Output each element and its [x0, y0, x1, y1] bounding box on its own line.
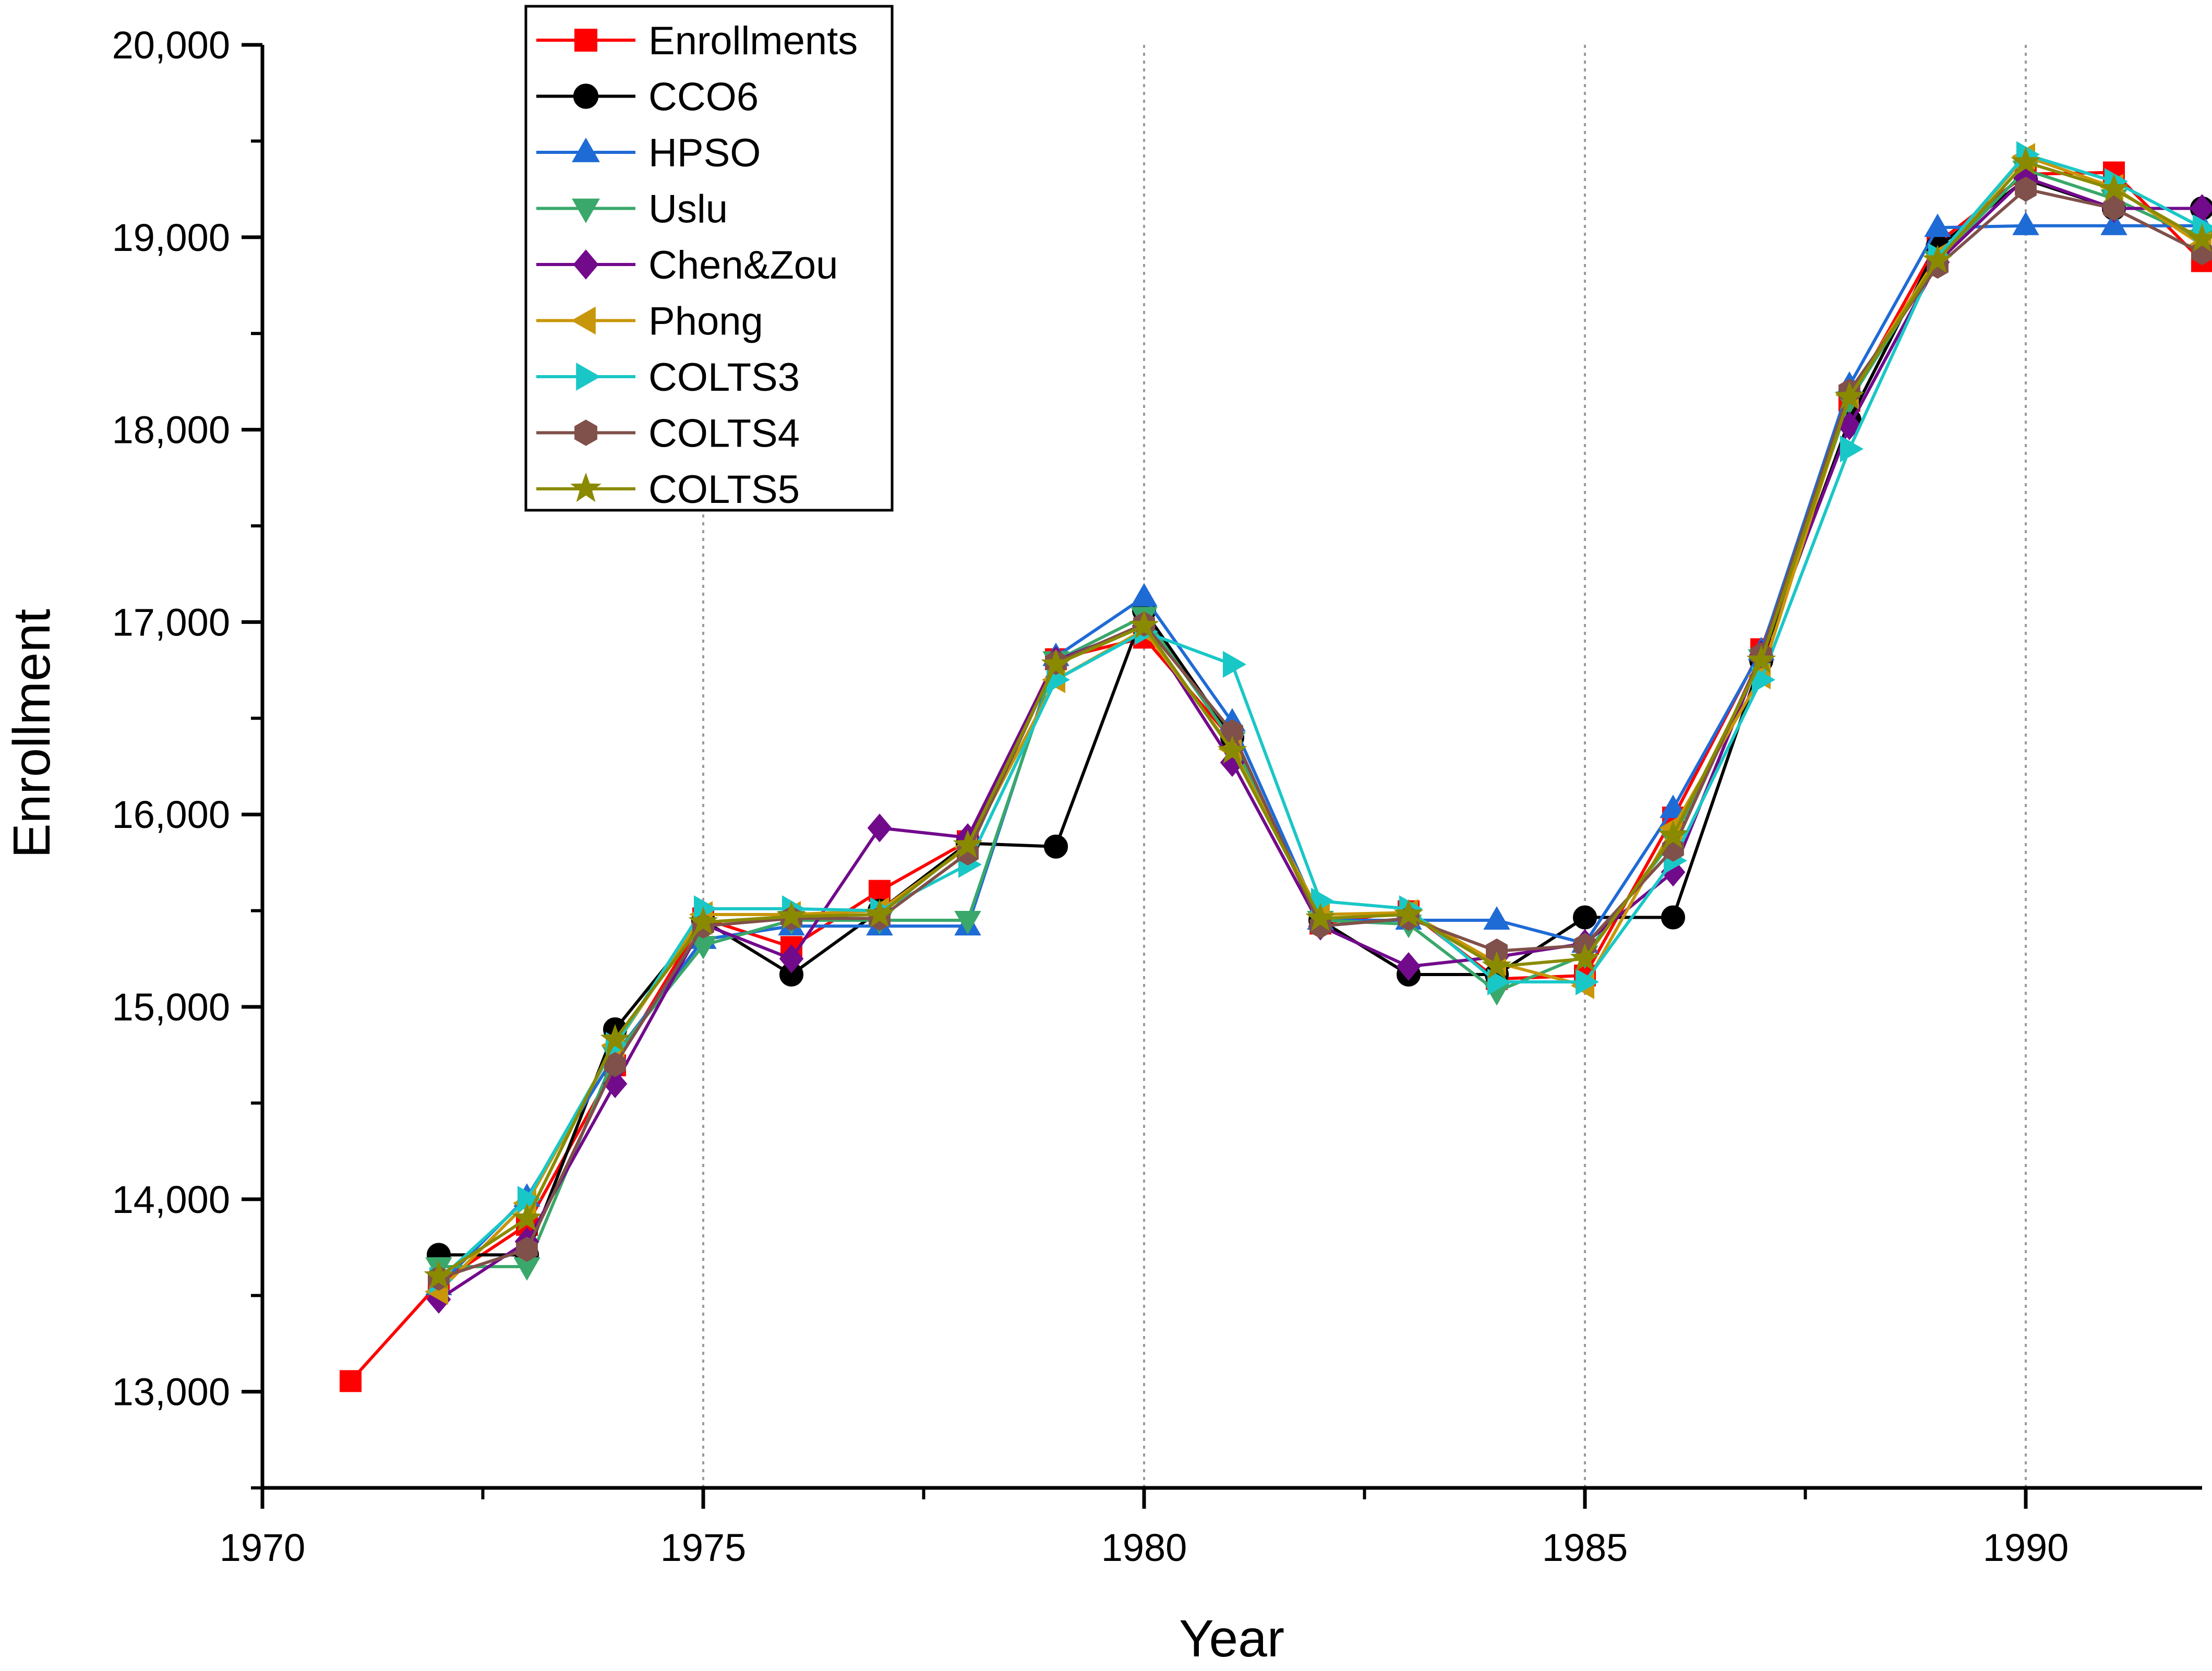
- legend-entry-uslu: Uslu: [536, 187, 728, 232]
- legend-marker: [572, 137, 600, 162]
- legend-entry-enrollments: Enrollments: [536, 19, 858, 63]
- x-tick-label: 1980: [1101, 1526, 1187, 1569]
- legend-marker: [574, 419, 597, 446]
- legend-label: CCO6: [648, 75, 759, 119]
- data-point-hpso: [2100, 211, 2127, 235]
- data-point-chen-zou: [867, 813, 892, 843]
- data-point-chen-zou: [779, 944, 804, 973]
- data-point-colts5: [1922, 245, 1953, 273]
- legend-entry-colts5: COLTS5: [536, 467, 800, 512]
- data-point-cco6: [1661, 905, 1685, 930]
- data-point-colts5: [1834, 381, 1865, 410]
- axes: 13,000 14,000 15,000 16,000 17,000 18,000 19,0…: [112, 23, 2202, 1569]
- data-point-colts4: [2103, 196, 2125, 221]
- data-point-uslu: [954, 911, 981, 935]
- legend-label: COLTS5: [648, 467, 800, 512]
- y-tick-label: 17,000: [112, 600, 230, 644]
- x-tick-label: 1975: [660, 1526, 747, 1569]
- legend-entry-chen-zou: Chen&Zou: [536, 243, 838, 287]
- legend-entry-hpso: HPSO: [536, 131, 761, 175]
- y-tick-label: 19,000: [112, 216, 230, 259]
- data-point-colts3: [1223, 651, 1247, 678]
- data-point-cco6: [1044, 834, 1068, 859]
- series-colts5: [424, 147, 2212, 1289]
- legend-marker: [573, 83, 599, 109]
- legend-label: COLTS3: [648, 355, 800, 400]
- data-point-chen-zou: [1396, 952, 1421, 981]
- legend-marker: [574, 29, 597, 52]
- data-point-colts5: [1482, 951, 1512, 979]
- legend-marker: [572, 198, 600, 223]
- y-tick-label: 18,000: [112, 408, 230, 452]
- data-point-hpso: [1924, 213, 1951, 237]
- data-point-colts3: [1487, 968, 1511, 995]
- legend-marker: [573, 249, 599, 280]
- legend: Enrollments CCO6 HPSO Uslu Chen&Zou Phong COLT…: [524, 5, 894, 512]
- data-point-colts5: [688, 906, 718, 935]
- legend-marker: [576, 363, 601, 391]
- y-tick-label: 15,000: [112, 985, 230, 1029]
- legend-label: COLTS4: [648, 412, 800, 456]
- data-point-colts5: [1570, 943, 1600, 971]
- y-tick-label: 20,000: [112, 23, 230, 67]
- data-point-hpso: [1483, 906, 1510, 930]
- x-tick-label: 1970: [220, 1526, 306, 1569]
- data-point-colts3: [1840, 435, 1864, 463]
- plot-series: [340, 141, 2212, 1392]
- y-tick-label: 14,000: [112, 1178, 230, 1221]
- y-tick-label: 13,000: [112, 1371, 230, 1414]
- legend-label: HPSO: [648, 131, 761, 175]
- data-point-colts5: [2011, 147, 2041, 175]
- data-point-colts5: [1129, 610, 1159, 639]
- data-point-colts5: [512, 1203, 542, 1231]
- data-point-colts5: [2187, 223, 2212, 252]
- data-point-hpso: [1660, 795, 1687, 819]
- data-point-colts4: [516, 1236, 538, 1262]
- data-point-colts5: [776, 900, 807, 929]
- data-point-enrollments: [340, 1370, 362, 1392]
- legend-entry-cco6: CCO6: [536, 75, 759, 119]
- y-tick-label: 16,000: [112, 793, 230, 836]
- x-tick-label: 1990: [1983, 1526, 2069, 1569]
- legend-marker: [570, 472, 602, 502]
- data-point-enrollments: [869, 880, 891, 902]
- data-point-colts5: [1305, 903, 1336, 931]
- data-point-hpso: [2012, 211, 2039, 235]
- data-point-cco6: [1573, 905, 1597, 930]
- data-point-colts5: [2099, 173, 2129, 202]
- data-point-colts3: [518, 1186, 542, 1213]
- legend-label: Uslu: [648, 187, 728, 232]
- legend-label: Chen&Zou: [648, 243, 838, 287]
- y-axis-title: Enrollment: [3, 609, 61, 858]
- x-axis-title: Year: [1179, 1609, 1284, 1668]
- data-point-colts4: [2015, 176, 2037, 202]
- data-point-colts5: [1746, 645, 1776, 674]
- data-point-colts5: [1393, 899, 1424, 928]
- legend-entry-colts4: COLTS4: [536, 412, 800, 456]
- legend-label: Phong: [648, 299, 763, 344]
- data-point-hpso: [1131, 583, 1158, 607]
- legend-entry-phong: Phong: [536, 299, 763, 344]
- data-point-colts5: [600, 1024, 630, 1052]
- legend-marker: [571, 306, 596, 335]
- data-point-colts5: [1217, 735, 1247, 764]
- data-point-colts5: [1041, 648, 1071, 677]
- x-tick-label: 1985: [1542, 1526, 1628, 1569]
- data-point-colts5: [424, 1260, 454, 1289]
- data-point-colts3: [1576, 968, 1600, 995]
- data-point-colts5: [864, 899, 895, 928]
- gridlines: [702, 45, 2027, 1488]
- legend-label: Enrollments: [648, 19, 858, 63]
- legend-entry-colts3: COLTS3: [536, 355, 800, 400]
- data-point-colts5: [953, 830, 983, 858]
- data-point-colts5: [1658, 820, 1688, 848]
